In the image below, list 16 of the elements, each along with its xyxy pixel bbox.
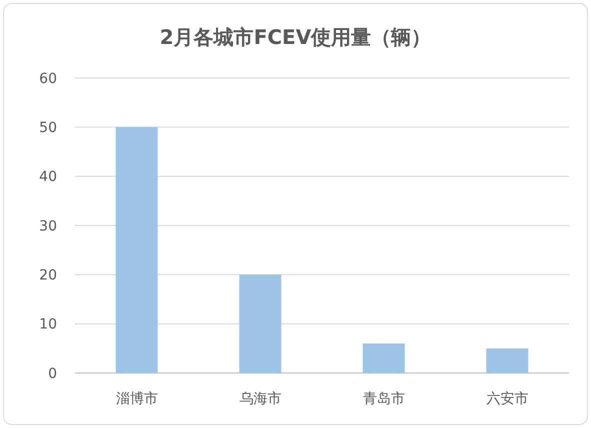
bar bbox=[362, 344, 405, 373]
y-tick-label: 10 bbox=[39, 316, 57, 333]
y-tick-label: 20 bbox=[39, 268, 57, 284]
bar bbox=[239, 274, 282, 373]
bar bbox=[486, 348, 528, 373]
x-tick-label: 淄博市 bbox=[116, 391, 158, 407]
y-tick-label: 50 bbox=[39, 120, 57, 136]
y-tick-label: 60 bbox=[39, 70, 57, 87]
x-tick-label: 乌海市 bbox=[239, 391, 282, 407]
y-tick-label: 40 bbox=[39, 169, 57, 186]
x-tick-label: 六安市 bbox=[486, 391, 528, 407]
chart-title: 2月各城市FCEV使用量（辆） bbox=[160, 25, 432, 49]
bar bbox=[116, 127, 158, 373]
y-tick-label: 0 bbox=[48, 366, 57, 382]
y-tick-label: 30 bbox=[39, 218, 57, 234]
x-tick-label: 青岛市 bbox=[362, 391, 405, 407]
